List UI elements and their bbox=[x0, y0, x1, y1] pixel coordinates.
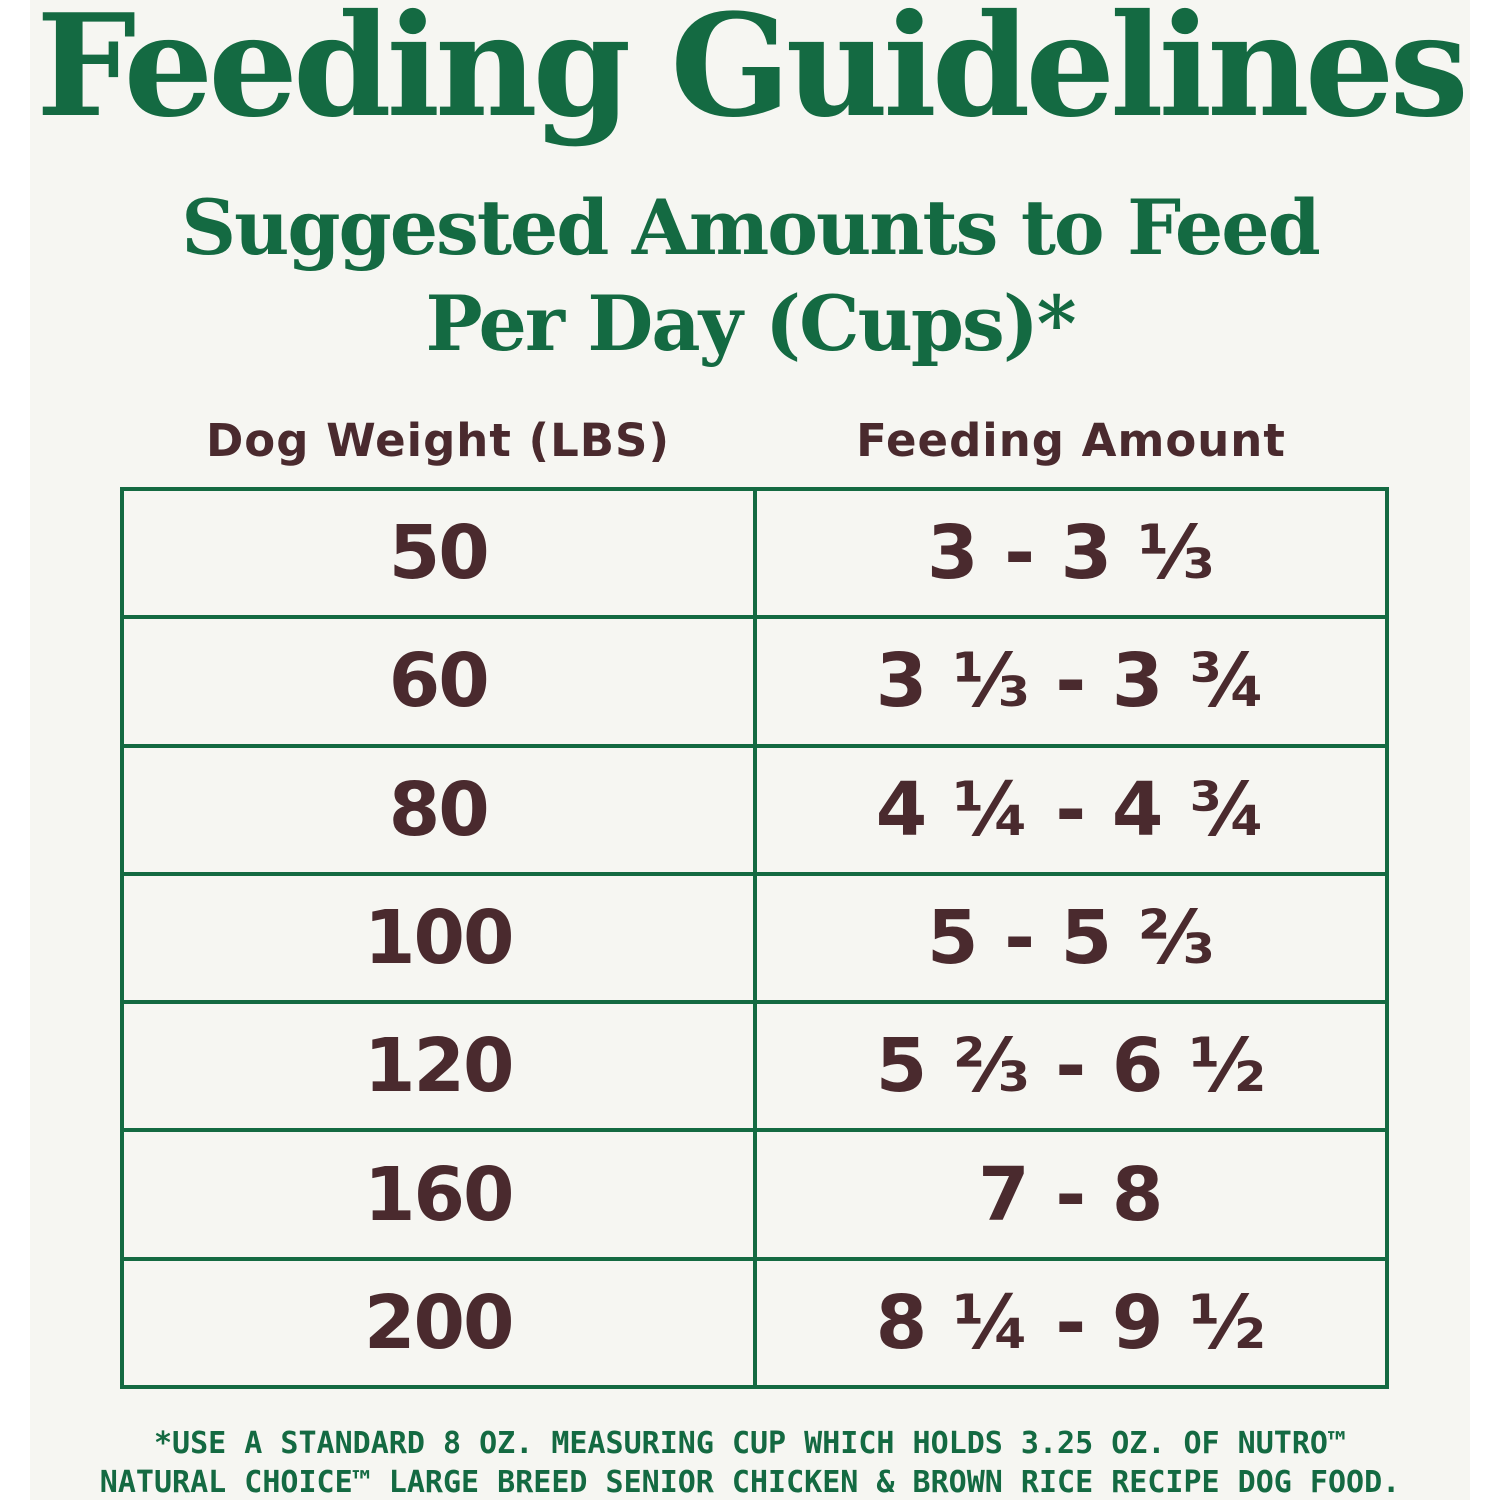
footnote-line-2: NATURAL CHOICE™ LARGE BREED SENIOR CHICK… bbox=[99, 1465, 1401, 1500]
weight-cell: 200 bbox=[124, 1260, 757, 1385]
table-row: 100 5 - 5 ⅔ bbox=[124, 871, 1385, 1001]
table-row: 160 7 - 8 bbox=[124, 1128, 1385, 1257]
column-header-weight: Dog Weight (LBS) bbox=[205, 414, 671, 467]
table-row: 200 8 ¼ - 9 ½ bbox=[124, 1256, 1385, 1385]
weight-cell: 50 bbox=[124, 491, 757, 616]
table-row: 80 4 ¼ - 4 ¾ bbox=[124, 743, 1385, 872]
table-row: 60 3 ⅓ - 3 ¾ bbox=[124, 615, 1385, 744]
weight-cell: 80 bbox=[124, 747, 757, 872]
amount-cell: 8 ¼ - 9 ½ bbox=[875, 1279, 1266, 1366]
page-subtitle: Suggested Amounts to Feed Per Day (Cups)… bbox=[0, 180, 1500, 372]
background-panel bbox=[30, 0, 1470, 1500]
amount-cell: 5 - 5 ⅔ bbox=[926, 894, 1215, 981]
footnote-line-1: *USE A STANDARD 8 OZ. MEASURING CUP WHIC… bbox=[153, 1426, 1347, 1461]
page-title: Feeding Guidelines bbox=[36, 0, 1469, 149]
table-row: 50 3 - 3 ⅓ bbox=[124, 491, 1385, 616]
column-header-amount: Feeding Amount bbox=[856, 414, 1286, 467]
weight-cell: 120 bbox=[124, 1004, 757, 1129]
amount-cell: 5 ⅔ - 6 ½ bbox=[875, 1023, 1266, 1110]
amount-cell: 3 ⅓ - 3 ¾ bbox=[875, 638, 1266, 725]
footnote: *USE A STANDARD 8 OZ. MEASURING CUP WHIC… bbox=[0, 1424, 1500, 1502]
table-row: 120 5 ⅔ - 6 ½ bbox=[124, 1000, 1385, 1129]
weight-cell: 100 bbox=[124, 875, 757, 1001]
subtitle-line-2: Per Day (Cups)* bbox=[425, 279, 1076, 368]
amount-cell: 4 ¼ - 4 ¾ bbox=[875, 766, 1266, 853]
subtitle-line-1: Suggested Amounts to Feed bbox=[181, 183, 1320, 272]
amount-cell: 7 - 8 bbox=[978, 1151, 1164, 1238]
amount-cell: 3 - 3 ⅓ bbox=[926, 510, 1215, 597]
weight-cell: 160 bbox=[124, 1132, 757, 1257]
feeding-table: 50 3 - 3 ⅓ 60 3 ⅓ - 3 ¾ 80 4 ¼ - 4 ¾ 100… bbox=[120, 487, 1389, 1389]
weight-cell: 60 bbox=[124, 619, 757, 744]
